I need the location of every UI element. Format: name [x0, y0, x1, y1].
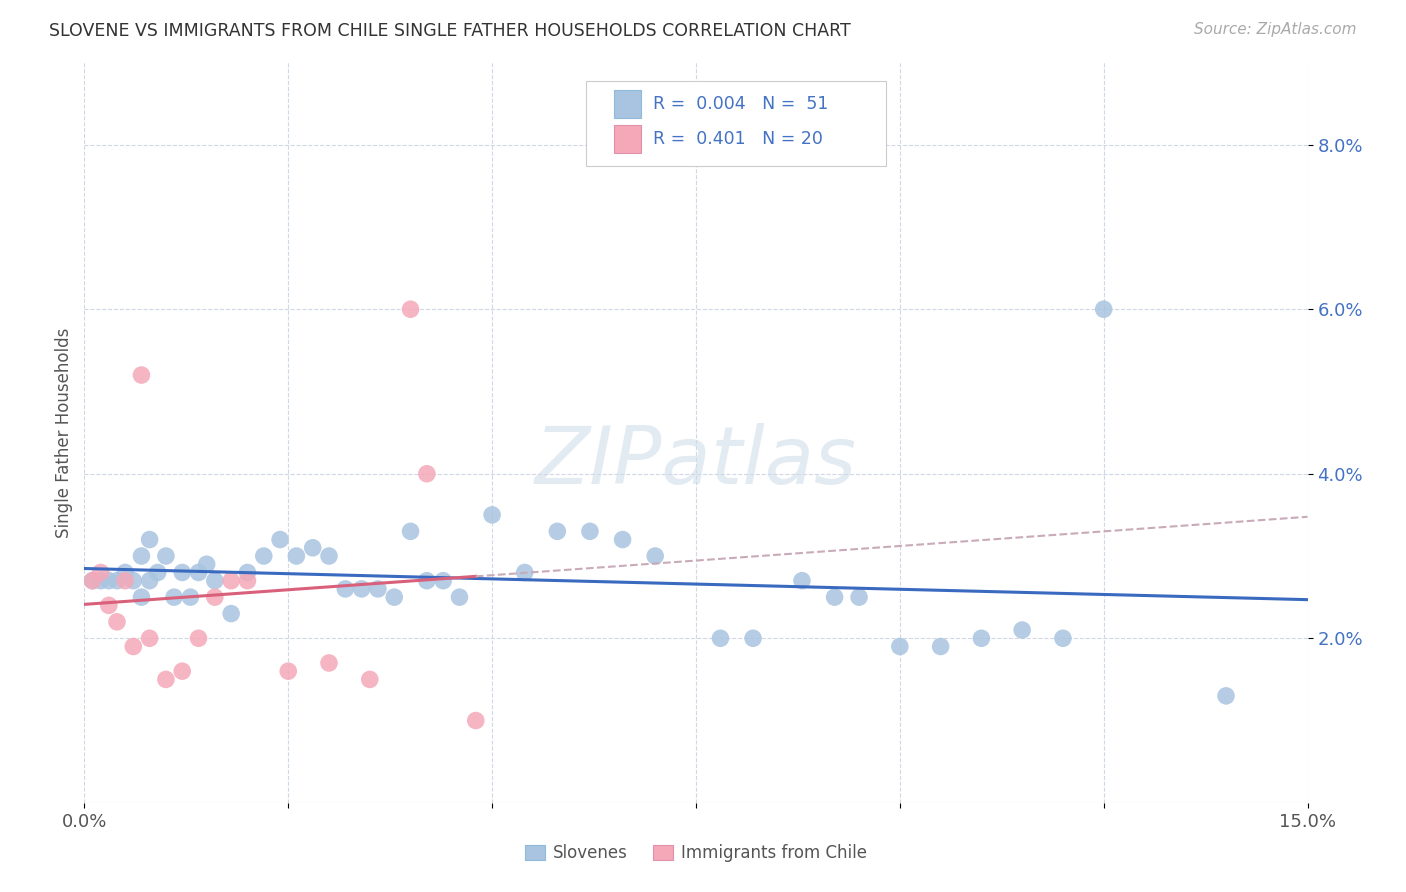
Point: [146, 566, 169, 580]
Point: [219, 607, 242, 621]
Point: [163, 590, 186, 604]
Point: [359, 673, 381, 687]
Point: [335, 582, 357, 596]
Point: [236, 574, 259, 588]
Point: [179, 590, 201, 604]
Point: [481, 508, 503, 522]
Y-axis label: Single Father Households: Single Father Households: [55, 327, 73, 538]
Point: [187, 632, 209, 646]
Point: [138, 533, 160, 547]
Point: [416, 467, 439, 481]
Point: [97, 574, 120, 588]
Point: [204, 590, 226, 604]
Point: [195, 558, 218, 572]
Point: [219, 574, 242, 588]
Point: [416, 574, 439, 588]
Point: [579, 524, 602, 539]
Text: ZIPatlas: ZIPatlas: [534, 423, 858, 501]
Point: [644, 549, 666, 563]
Point: [929, 640, 952, 654]
Point: [114, 574, 136, 588]
Point: [546, 524, 568, 539]
Point: [236, 566, 259, 580]
Point: [90, 574, 112, 588]
Point: [742, 632, 765, 646]
Point: [187, 566, 209, 580]
Point: [285, 549, 308, 563]
Point: [350, 582, 373, 596]
Point: [97, 599, 120, 613]
Point: [114, 566, 136, 580]
FancyBboxPatch shape: [586, 81, 886, 166]
Point: [1215, 689, 1237, 703]
Point: [889, 640, 911, 654]
Point: [172, 566, 194, 580]
Point: [1011, 623, 1033, 637]
Point: [138, 574, 160, 588]
Point: [513, 566, 536, 580]
Text: Source: ZipAtlas.com: Source: ZipAtlas.com: [1194, 22, 1357, 37]
Point: [122, 574, 145, 588]
Point: [709, 632, 731, 646]
Point: [382, 590, 405, 604]
Point: [848, 590, 870, 604]
Point: [155, 673, 177, 687]
Point: [1052, 632, 1074, 646]
Point: [970, 632, 993, 646]
Point: [105, 574, 128, 588]
Point: [131, 549, 153, 563]
Point: [318, 549, 340, 563]
Point: [90, 566, 112, 580]
Point: [399, 524, 422, 539]
Point: [449, 590, 471, 604]
Point: [172, 664, 194, 678]
FancyBboxPatch shape: [614, 90, 641, 118]
Point: [790, 574, 813, 588]
Point: [122, 640, 145, 654]
Text: R =  0.401   N = 20: R = 0.401 N = 20: [654, 130, 823, 148]
Point: [269, 533, 291, 547]
Point: [318, 656, 340, 670]
Point: [824, 590, 846, 604]
Point: [82, 574, 104, 588]
Point: [399, 302, 422, 317]
Point: [155, 549, 177, 563]
Point: [253, 549, 276, 563]
Point: [277, 664, 299, 678]
Point: [138, 632, 160, 646]
Point: [612, 533, 634, 547]
Point: [131, 590, 153, 604]
Point: [301, 541, 323, 555]
Legend: Slovenes, Immigrants from Chile: Slovenes, Immigrants from Chile: [517, 838, 875, 869]
Point: [82, 574, 104, 588]
Text: SLOVENE VS IMMIGRANTS FROM CHILE SINGLE FATHER HOUSEHOLDS CORRELATION CHART: SLOVENE VS IMMIGRANTS FROM CHILE SINGLE …: [49, 22, 851, 40]
Point: [204, 574, 226, 588]
Point: [1092, 302, 1115, 317]
Point: [367, 582, 389, 596]
Point: [131, 368, 153, 382]
Point: [432, 574, 454, 588]
Point: [105, 615, 128, 629]
Point: [464, 714, 486, 728]
Text: R =  0.004   N =  51: R = 0.004 N = 51: [654, 95, 828, 113]
FancyBboxPatch shape: [614, 125, 641, 153]
